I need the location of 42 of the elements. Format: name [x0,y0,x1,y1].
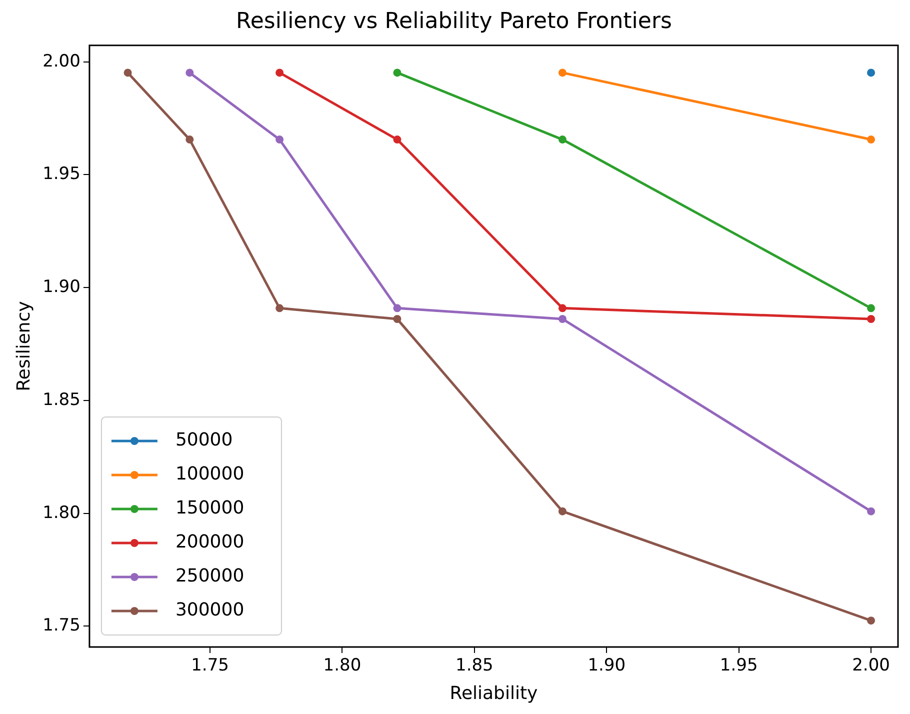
point [867,136,876,144]
point [558,304,566,312]
x-tick-label: 2.00 [852,656,890,676]
point [558,136,566,144]
chart-title: Resiliency vs Reliability Pareto Frontiers [236,8,672,34]
point [393,304,402,312]
legend-label: 50000 [175,430,233,451]
point [867,616,876,625]
legend-label: 250000 [175,566,244,587]
y-tick-label: 1.80 [42,502,80,523]
point [558,315,566,323]
y-tick-label: 2.00 [42,51,80,72]
y-axis-title: Resiliency [13,300,34,392]
point [124,68,132,77]
point [276,136,284,144]
legend-label: 200000 [175,532,244,553]
x-axis-title: Reliability [450,682,538,704]
point [393,136,402,144]
point [186,68,194,77]
x-tick-label: 1.95 [720,656,758,676]
point [393,315,402,323]
x-tick-label: 1.90 [588,656,626,676]
point [276,68,284,77]
x-tick-label: 1.85 [455,656,494,676]
x-tick-label: 1.75 [191,656,229,676]
y-tick-label: 1.90 [42,277,80,298]
y-tick-label: 1.95 [42,164,80,184]
point [558,507,566,516]
point [186,136,194,144]
point [867,507,876,516]
point [276,304,284,312]
point [393,68,402,77]
x-tick-label: 1.80 [323,656,362,676]
point [867,68,876,77]
point [558,68,566,77]
legend-label: 100000 [175,464,244,485]
y-tick-label: 1.75 [42,616,80,636]
legend-label: 300000 [175,600,244,621]
point [867,315,876,323]
y-tick-label: 1.85 [42,390,80,410]
legend-label: 150000 [175,498,244,519]
point [867,304,876,312]
